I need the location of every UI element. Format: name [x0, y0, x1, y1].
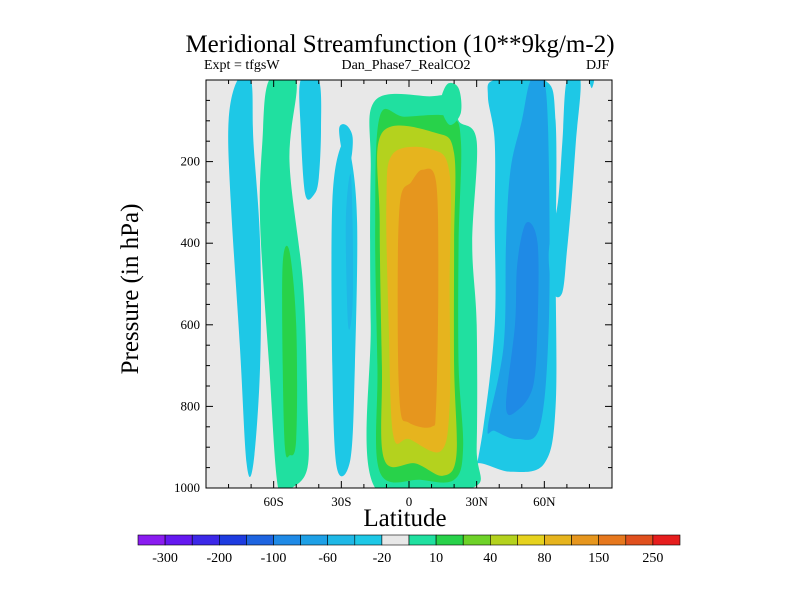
colorbar-swatch	[219, 534, 247, 546]
y-tick-label: 200	[181, 154, 201, 169]
colorbar-swatch	[246, 534, 274, 546]
colorbar-swatch	[489, 534, 518, 546]
colorbar-swatch	[300, 534, 329, 546]
subtitle-run-name: Dan_Phase7_RealCO2	[341, 58, 471, 73]
colorbar-swatch	[652, 534, 681, 546]
colorbar-swatch	[327, 534, 356, 546]
x-tick-label: 30S	[331, 494, 351, 509]
x-tick-label: 60N	[533, 494, 556, 509]
y-tick-label: 800	[181, 398, 201, 413]
sh-highlat-negative-b	[299, 80, 322, 200]
y-tick-label: 400	[181, 235, 201, 250]
colorbar: -300 -200 -100 -60 -20 10 40 80 150 250	[137, 534, 681, 566]
colorbar-label: -20	[373, 551, 392, 566]
colorbar-swatch	[435, 534, 464, 546]
colorbar-label: -300	[152, 551, 178, 566]
colorbar-label: 10	[429, 551, 443, 566]
colorbar-swatch	[191, 534, 220, 546]
colorbar-swatch	[137, 534, 166, 546]
x-axis-label: Latitude	[363, 505, 447, 532]
colorbar-swatch	[273, 534, 301, 546]
colorbar-swatch	[571, 534, 599, 546]
x-tick-label: 30N	[465, 494, 488, 509]
sh-subtropic-negative-inner	[345, 173, 354, 330]
sh-tropic-negative-left	[339, 124, 353, 164]
nh-midlat-negative-core	[505, 221, 539, 416]
colorbar-swatch	[462, 534, 491, 546]
nh-subtropic-positive-tip	[440, 82, 462, 126]
colorbar-swatch	[408, 534, 437, 546]
colorbar-label: 80	[538, 551, 552, 566]
y-tick-label: 600	[181, 317, 201, 332]
colorbar-swatch	[598, 534, 627, 546]
colorbar-swatch	[381, 534, 410, 546]
colorbar-label: 40	[483, 551, 497, 566]
sh-midlat-positive-40	[282, 245, 298, 458]
chart-title: Meridional Streamfunction (10**9kg/m-2)	[185, 31, 615, 58]
colorbar-label: 150	[588, 551, 609, 566]
colorbar-label: 250	[642, 551, 663, 566]
colorbar-swatch	[517, 534, 545, 546]
axes: 60S 30S 0 30N 60N 200 400 600 800 1000	[174, 80, 612, 509]
subtitle-experiment: Expt = tfgsW	[204, 58, 280, 73]
colorbar-swatch	[544, 534, 572, 546]
hadley-positive-150	[397, 168, 439, 428]
colorbar-swatch	[625, 534, 654, 546]
sh-highlat-negative-a	[228, 80, 261, 477]
nh-polar-negative-tip	[589, 80, 595, 89]
colorbar-label: -200	[206, 551, 232, 566]
contour-regions	[228, 80, 595, 488]
y-tick-label: 1000	[174, 480, 200, 495]
nh-highlat-streak	[548, 80, 581, 298]
colorbar-label: -60	[318, 551, 337, 566]
x-tick-label: 60S	[264, 494, 284, 509]
colorbar-label: -100	[261, 551, 287, 566]
x-tick-label: 0	[406, 494, 413, 509]
subtitle-season: DJF	[586, 58, 610, 73]
colorbar-swatch	[354, 534, 383, 546]
colorbar-swatch	[164, 534, 193, 546]
